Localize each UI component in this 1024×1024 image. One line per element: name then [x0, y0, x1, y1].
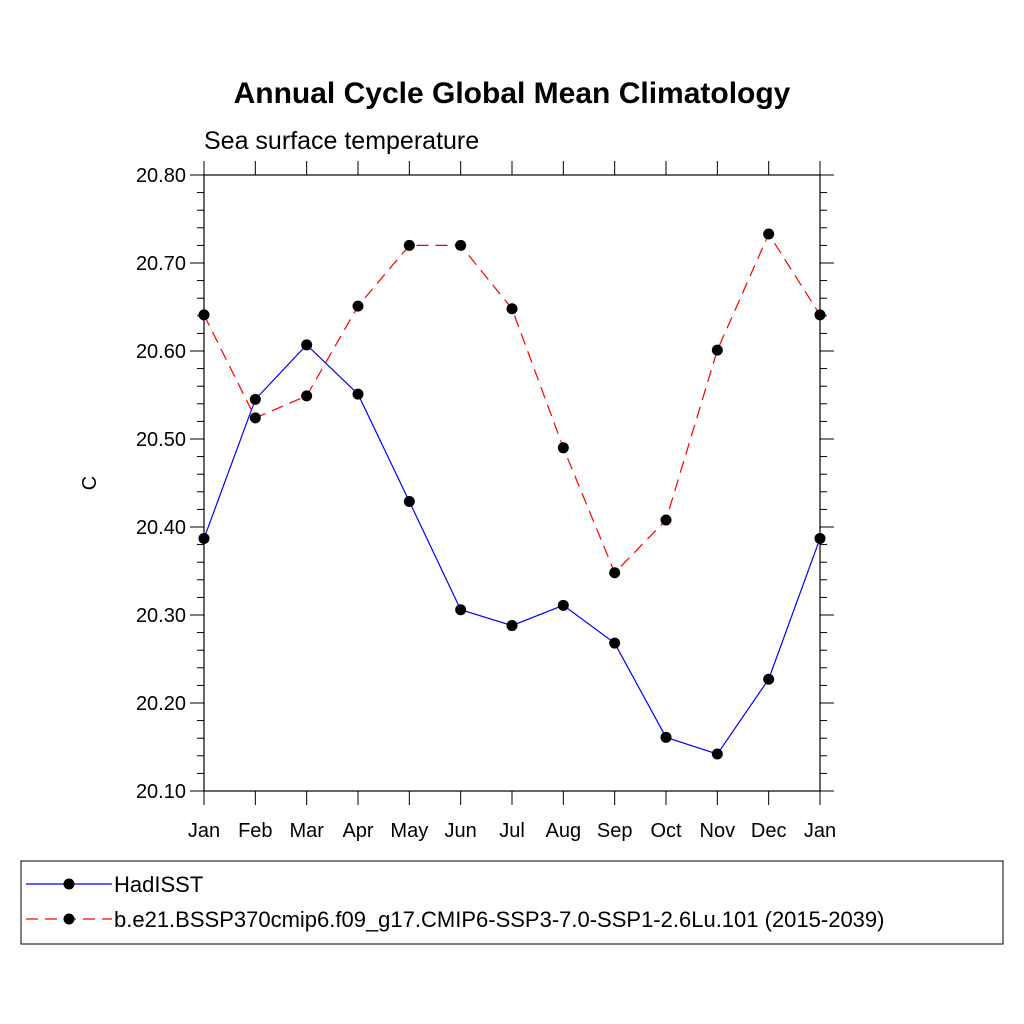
data-point [352, 388, 364, 400]
legend-marker [63, 878, 75, 890]
data-point [557, 599, 569, 611]
y-tick-label: 20.80 [136, 165, 186, 187]
y-tick-label: 20.30 [136, 605, 186, 627]
data-point [814, 532, 826, 544]
x-tick-label: Nov [700, 820, 736, 842]
series-layer [198, 228, 826, 760]
data-point [763, 228, 775, 240]
data-point [660, 514, 672, 526]
series-line [203, 343, 821, 755]
legend-item: HadISST [26, 872, 203, 897]
x-tick-label: Jul [499, 820, 525, 842]
y-tick-label: 20.10 [136, 781, 186, 803]
data-point [198, 309, 210, 321]
legend-item: b.e21.BSSP370cmip6.f09_g17.CMIP6-SSP3-7.… [26, 907, 884, 932]
y-tick-labels: 20.10 20.20 20.30 20.40 20.50 20.60 20.70 20.80 [136, 165, 186, 803]
data-point [198, 532, 210, 544]
x-tick-label: May [390, 820, 428, 842]
data-point [814, 309, 826, 321]
x-tick-label: Dec [751, 820, 787, 842]
data-point [249, 412, 261, 424]
legend-label: b.e21.BSSP370cmip6.f09_g17.CMIP6-SSP3-7.… [114, 907, 884, 932]
data-point [711, 344, 723, 356]
data-point [249, 393, 261, 405]
series-2 [198, 228, 826, 579]
plot-area [203, 174, 821, 792]
axis-ticks [190, 161, 834, 805]
series-1 [198, 339, 826, 760]
data-point [506, 303, 518, 315]
x-tick-label: Oct [650, 820, 682, 842]
y-tick-label: 20.40 [136, 517, 186, 539]
data-point [763, 673, 775, 685]
data-point [403, 495, 415, 507]
y-axis-label: C [79, 476, 101, 490]
legend-box [20, 860, 1004, 945]
legend: HadISST b.e21.BSSP370cmip6.f09_g17.CMIP6-… [26, 872, 884, 932]
series-line [203, 232, 821, 574]
data-point [301, 390, 313, 402]
legend-label: HadISST [114, 872, 203, 897]
x-tick-label: Mar [289, 820, 324, 842]
data-point [660, 731, 672, 743]
data-point [711, 748, 723, 760]
data-point [455, 604, 467, 616]
data-point [455, 239, 467, 251]
x-tick-labels: Jan Feb Mar Apr May Jun Jul Aug Sep Oct Nov Dec Jan [188, 820, 836, 842]
legend-marker [63, 913, 75, 925]
data-point [609, 567, 621, 579]
x-tick-label: Sep [597, 820, 633, 842]
chart-title: Annual Cycle Global Mean Climatology [234, 77, 791, 110]
x-tick-label: Apr [342, 820, 373, 842]
y-tick-label: 20.60 [136, 341, 186, 363]
data-point [506, 620, 518, 632]
y-tick-label: 20.50 [136, 429, 186, 451]
x-tick-label: Feb [238, 820, 272, 842]
data-point [557, 442, 569, 454]
y-tick-label: 20.20 [136, 693, 186, 715]
chart-subtitle: Sea surface temperature [204, 127, 479, 155]
data-point [609, 637, 621, 649]
x-tick-label: Jun [445, 820, 477, 842]
data-point [301, 339, 313, 351]
x-tick-label: Jan [804, 820, 836, 842]
x-tick-label: Jan [188, 820, 220, 842]
data-point [403, 239, 415, 251]
y-tick-label: 20.70 [136, 253, 186, 275]
data-point [352, 300, 364, 312]
x-tick-label: Aug [546, 820, 582, 842]
